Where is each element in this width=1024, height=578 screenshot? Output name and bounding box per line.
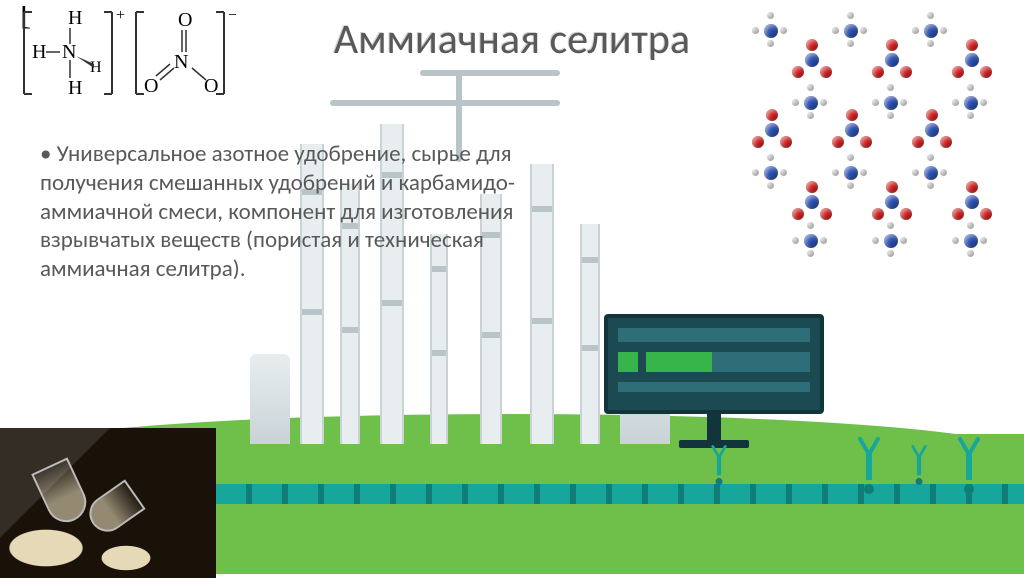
crystal-lattice [744, 6, 1014, 266]
h-atom: H [90, 59, 102, 76]
nh4-molecule [794, 224, 828, 258]
no3-molecule [832, 110, 872, 150]
no3-molecule [952, 182, 992, 222]
no3-molecule [872, 40, 912, 80]
no3-molecule [952, 40, 992, 80]
slide-root: Аммиачная селитра Универсальное азотное … [0, 0, 1024, 574]
storage-tank [250, 354, 290, 444]
pipe [330, 100, 560, 106]
monitor-panel [604, 314, 824, 444]
nh4-molecule [954, 224, 988, 258]
nh4-molecule [874, 86, 908, 120]
charge-label: − [228, 7, 236, 24]
chemical-formula: [ N H H H H + N O O O [16, 6, 236, 106]
nh4-molecule [754, 156, 788, 190]
nh4-molecule [914, 14, 948, 48]
nh4-molecule [874, 224, 908, 258]
charge-label: + [116, 7, 125, 24]
beaker-icon [31, 457, 93, 528]
refinery-tower [580, 224, 600, 444]
beaker-icon [82, 479, 145, 538]
nh4-molecule [954, 86, 988, 120]
no3-molecule [752, 110, 792, 150]
h-atom: H [68, 77, 82, 99]
tree-icon [964, 434, 974, 494]
nh4-molecule [914, 156, 948, 190]
no3-molecule [872, 182, 912, 222]
product-photo [0, 428, 216, 578]
nh4-molecule [794, 86, 828, 120]
slide-title: Аммиачная селитра [334, 14, 690, 65]
nitrogen-label: N [174, 51, 188, 73]
body-text: Универсальное азотное удобрение, сырье д… [40, 140, 540, 284]
no3-molecule [792, 182, 832, 222]
tree-icon [864, 434, 874, 494]
tree-icon [916, 443, 923, 485]
nh4-molecule [834, 14, 868, 48]
h-atom: H [32, 41, 46, 63]
h-atom: H [68, 7, 82, 29]
monitor-screen [604, 314, 824, 414]
pipe [420, 70, 560, 76]
o-atom: O [144, 75, 158, 97]
svg-text:[: [ [20, 6, 31, 32]
o-atom: O [178, 9, 192, 31]
no3-molecule [912, 110, 952, 150]
tree-icon [716, 443, 723, 485]
nh4-molecule [834, 156, 868, 190]
nitrogen-label: N [62, 41, 76, 63]
bullet-item: Универсальное азотное удобрение, сырье д… [40, 140, 540, 284]
no3-molecule [792, 40, 832, 80]
nh4-molecule [754, 14, 788, 48]
